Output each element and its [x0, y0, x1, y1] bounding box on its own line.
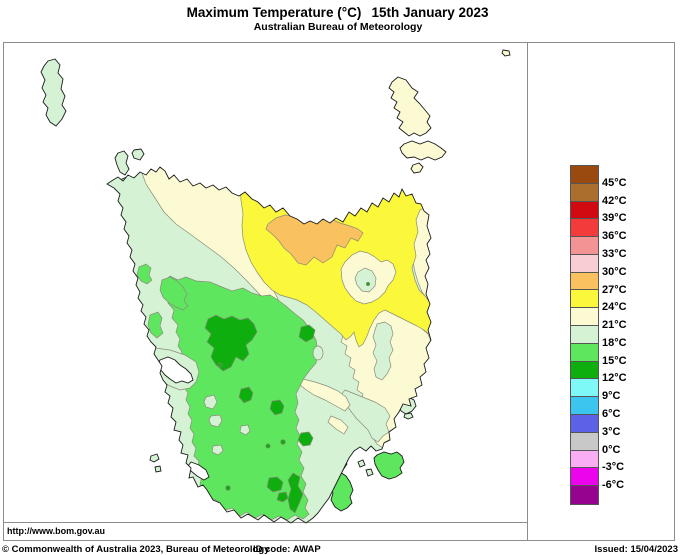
clarke-island — [410, 162, 424, 174]
ne-islet — [501, 49, 511, 57]
legend-label: 3°C — [602, 425, 621, 438]
legend-swatch — [571, 166, 598, 184]
zone-green-patch-c — [269, 399, 285, 416]
footer-issued: Issued: 15/04/2023 — [594, 544, 678, 555]
zone-mint-hole-4 — [239, 424, 251, 436]
flinders-island — [388, 76, 432, 137]
zone-mint-east-blob — [372, 321, 394, 381]
se-islet-1 — [357, 459, 366, 468]
zone-mint-hole-2 — [208, 414, 223, 428]
legend-label: 6°C — [602, 408, 621, 421]
zone-green-east — [298, 324, 316, 343]
legend-label: -6°C — [602, 479, 625, 492]
legend-swatch — [571, 397, 598, 415]
zone-green-dot — [365, 281, 371, 287]
zone-green-central — [204, 314, 258, 372]
zone-green-patch-b — [238, 386, 254, 404]
cape-barren-island — [399, 140, 447, 161]
legend-swatch — [571, 450, 598, 469]
zone-green-dot-1 — [265, 443, 271, 449]
zone-green-mid-nw-2 — [159, 276, 189, 311]
legend-label: 24°C — [602, 301, 627, 314]
tasman-peninsula — [373, 451, 405, 480]
legend-swatch — [571, 183, 598, 202]
footer-id-code: ID code: AWAP — [253, 544, 321, 555]
legend-label: 39°C — [602, 212, 627, 225]
legend-label: -3°C — [602, 461, 625, 474]
zone-cream-finger-2 — [327, 415, 349, 435]
zone-green-dot-3 — [225, 485, 231, 491]
legend-label: 27°C — [602, 283, 627, 296]
hunter-island — [114, 150, 130, 176]
legend-label: 45°C — [602, 176, 627, 189]
legend-swatch — [571, 201, 598, 220]
zone-green-patch-se — [297, 431, 314, 447]
king-island — [40, 58, 67, 127]
legend-label: 33°C — [602, 247, 627, 260]
zone-green-south-1 — [287, 472, 304, 514]
legend-label: 9°C — [602, 390, 621, 403]
legend-swatch — [571, 326, 598, 344]
legend-swatch — [571, 414, 598, 433]
zone-cream-finger-1 — [298, 378, 351, 412]
legend-label: 42°C — [602, 194, 627, 207]
legend-swatch — [571, 361, 598, 380]
url-strip-line — [4, 522, 527, 523]
zone-green-mid-nw-1 — [136, 263, 153, 285]
bom-url-label: http://www.bom.gov.au — [7, 526, 105, 536]
sw-islet-2 — [154, 465, 162, 473]
zone-mint-hole-5 — [312, 345, 324, 361]
zone-green-dot-2 — [280, 439, 286, 445]
zone-mint-hole-3 — [211, 444, 224, 456]
legend-swatch — [571, 468, 598, 487]
legend-swatch — [571, 432, 598, 451]
zone-green-dot-4 — [217, 362, 223, 368]
legend-label: 12°C — [602, 372, 627, 385]
zone-mint-hole-1 — [203, 394, 218, 410]
legend-label: 18°C — [602, 336, 627, 349]
se-islet-2 — [365, 468, 374, 477]
legend-label: 36°C — [602, 230, 627, 243]
legend-swatches — [570, 165, 599, 505]
legend-swatch — [571, 290, 598, 309]
zone-mint-southeast — [339, 389, 391, 443]
zone-green-mid-coastal — [147, 311, 164, 339]
legend-swatch — [571, 486, 598, 504]
legend-label: 30°C — [602, 265, 627, 278]
page-subtitle: Australian Bureau of Meteorology — [253, 21, 423, 33]
macquarie-harbour — [157, 356, 194, 384]
sw-islet-1 — [149, 453, 160, 463]
zone-green-south-3 — [276, 491, 289, 503]
footer-copyright: © Commonwealth of Australia 2023, Bureau… — [2, 544, 270, 555]
legend-swatch — [571, 237, 598, 255]
legend-swatch — [571, 343, 598, 362]
legend-divider-line — [527, 42, 528, 541]
zone-green-south-2 — [266, 476, 284, 493]
legend-swatch — [571, 219, 598, 238]
maria-islet — [403, 412, 414, 420]
legend-swatch — [571, 254, 598, 273]
legend-label: 21°C — [602, 319, 627, 332]
three-hummock-island — [131, 148, 145, 161]
map-frame — [3, 42, 675, 541]
legend-label: 15°C — [602, 354, 627, 367]
legend-swatch — [571, 308, 598, 327]
zone-mint-bullseye — [354, 267, 377, 293]
legend-label: 0°C — [602, 443, 621, 456]
legend-swatch — [571, 272, 598, 291]
map-date: 15th January 2023 — [371, 5, 489, 20]
page-title: Maximum Temperature (°C) — [186, 5, 362, 20]
legend-swatch — [571, 379, 598, 398]
